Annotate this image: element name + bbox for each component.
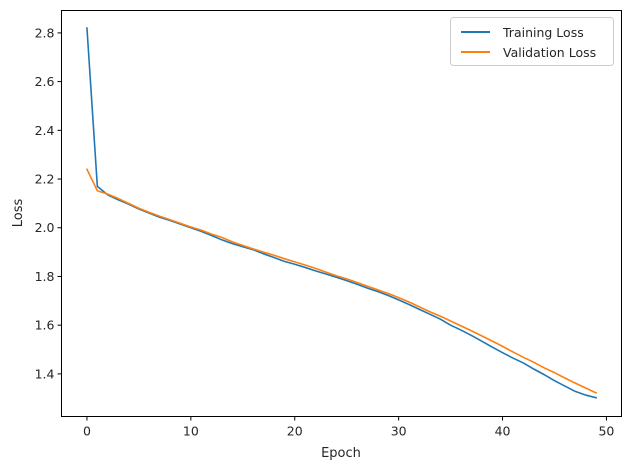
- plot-area: [85, 27, 598, 399]
- x-tick-label: 10: [183, 424, 199, 439]
- y-tick-label: 2.0: [35, 220, 55, 235]
- y-tick-label: 1.8: [35, 269, 55, 284]
- y-tick-label: 2.2: [35, 172, 55, 187]
- x-tick-label: 20: [287, 424, 303, 439]
- y-tick-label: 2.4: [35, 123, 55, 138]
- y-axis-label: Loss: [11, 199, 26, 228]
- y-tick-label: 2.8: [35, 25, 55, 40]
- y-tick-label: 1.4: [35, 366, 55, 381]
- x-tick-label: 40: [495, 424, 511, 439]
- axes-frame: [61, 10, 622, 417]
- x-axis-label: Epoch: [321, 446, 361, 461]
- legend-box: [450, 17, 614, 66]
- y-tick-label: 2.6: [35, 74, 55, 89]
- x-tick-label: 50: [598, 424, 614, 439]
- x-tick-label: 30: [391, 424, 407, 439]
- legend: Training Loss Validation Loss: [450, 17, 614, 66]
- y-axis-ticks: 1.4 1.6 1.8 2.0 2.2 2.4 2.6 2.8: [35, 25, 62, 381]
- y-tick-label: 1.6: [35, 318, 55, 333]
- validation-loss-line: [85, 168, 598, 394]
- x-axis-ticks: 0 10 20 30 40 50: [83, 416, 614, 439]
- legend-label-validation: Validation Loss: [503, 45, 596, 60]
- x-tick-label: 0: [83, 424, 91, 439]
- legend-label-training: Training Loss: [502, 25, 584, 40]
